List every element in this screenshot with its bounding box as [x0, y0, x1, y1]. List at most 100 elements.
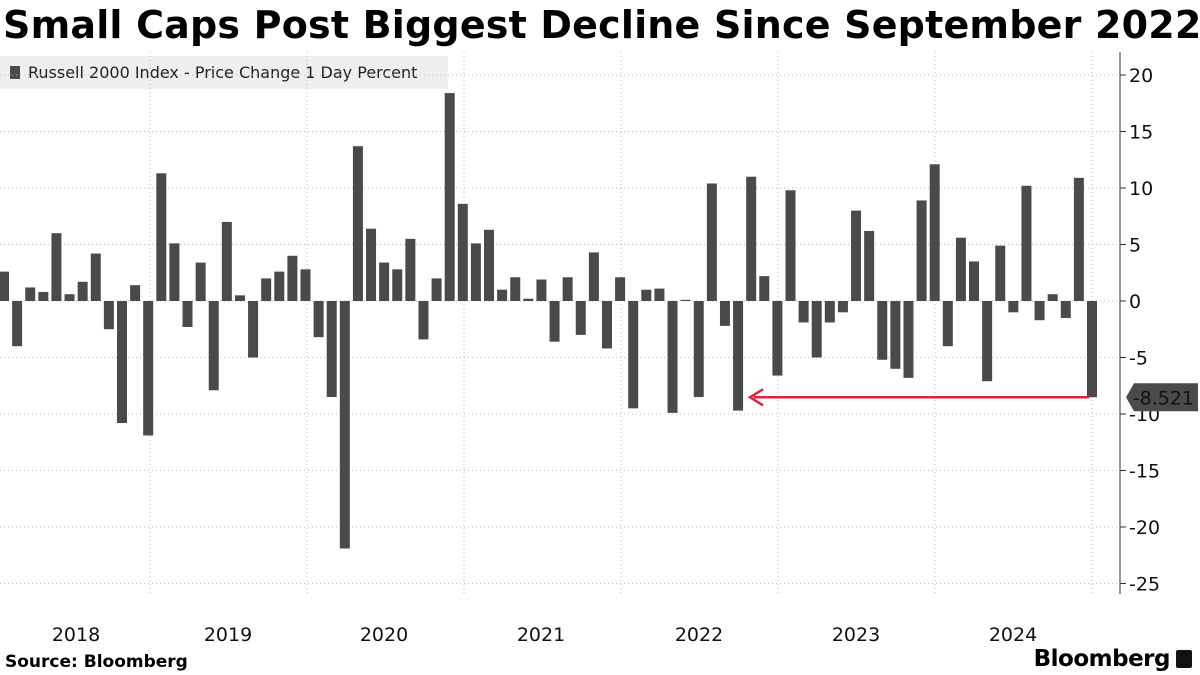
bar [234, 295, 245, 301]
brand-name: Bloomberg [1033, 646, 1171, 672]
bar [588, 252, 599, 301]
bar [719, 301, 730, 326]
bar [143, 301, 154, 436]
bar [352, 146, 363, 301]
annotations: -8.521 [747, 383, 1198, 412]
terminal-icon [1176, 650, 1192, 668]
x-tick-label: 2018 [52, 624, 100, 646]
bar [1087, 301, 1097, 398]
bar [208, 301, 219, 391]
brand-logo: Bloomberg [1034, 646, 1192, 672]
legend-swatch [10, 66, 20, 79]
bar [77, 281, 88, 301]
bar [457, 203, 468, 301]
x-tick-label: 2021 [517, 624, 565, 646]
bar [890, 301, 901, 369]
bar [706, 183, 717, 301]
bar [470, 243, 481, 301]
bar [366, 228, 377, 301]
source-note: Source: Bloomberg [5, 652, 188, 672]
bar [169, 243, 180, 301]
bar [864, 230, 875, 301]
bar [510, 277, 521, 301]
bar [497, 289, 508, 301]
bar [1008, 301, 1019, 313]
x-tick-label: 2023 [832, 624, 880, 646]
bar [156, 173, 167, 301]
bar [379, 262, 390, 301]
bar [261, 278, 272, 301]
bar [628, 301, 639, 409]
bar [25, 287, 36, 301]
bar [562, 277, 573, 301]
bar [130, 285, 141, 301]
bar [313, 301, 324, 338]
bar [654, 288, 665, 301]
y-tick-label: -15 [1129, 461, 1160, 483]
bar [693, 301, 704, 398]
bar [615, 277, 626, 301]
bar [798, 301, 809, 323]
bar [929, 164, 940, 301]
bar [746, 176, 757, 301]
bar [248, 301, 259, 358]
bar [877, 301, 888, 360]
legend: Russell 2000 Index - Price Change 1 Day … [0, 56, 448, 89]
x-tick-label: 2019 [204, 624, 252, 646]
bars [0, 93, 1097, 549]
bar [182, 301, 193, 327]
bar [549, 301, 560, 342]
gridlines [0, 52, 1120, 594]
chart-title: Small Caps Post Biggest Decline Since Se… [3, 3, 1200, 47]
y-tick-label: -5 [1129, 348, 1148, 370]
bar [103, 301, 114, 330]
bar [405, 238, 416, 301]
bar [641, 289, 652, 301]
bar [64, 294, 75, 301]
y-tick-label: 20 [1129, 65, 1153, 87]
bar [444, 93, 455, 301]
bar [916, 200, 927, 301]
bar [1047, 294, 1058, 301]
bar [536, 279, 547, 301]
bar [392, 269, 403, 301]
bar [38, 291, 49, 301]
bar [969, 261, 980, 301]
bar [116, 301, 127, 424]
bar [326, 301, 337, 398]
y-tick-label: 5 [1129, 235, 1141, 257]
bar [837, 301, 848, 313]
x-tick-label: 2022 [675, 624, 723, 646]
bar [575, 301, 586, 335]
bar [287, 255, 298, 301]
legend-label: Russell 2000 Index - Price Change 1 Day … [28, 63, 418, 82]
bar [221, 221, 232, 301]
bar [195, 262, 206, 301]
bar [339, 301, 350, 549]
bar [431, 278, 442, 301]
bar [484, 229, 495, 301]
bar [759, 276, 770, 301]
bar [0, 271, 9, 301]
bar [995, 245, 1006, 301]
bar [942, 301, 953, 347]
bar [90, 253, 101, 301]
bar [51, 233, 62, 301]
bar [851, 210, 862, 301]
x-tick-label: 2020 [360, 624, 408, 646]
bar [982, 301, 993, 382]
bar [1073, 177, 1084, 301]
bar [785, 190, 796, 301]
y-tick-label: -20 [1129, 517, 1160, 539]
y-tick-label: 10 [1129, 178, 1153, 200]
bar [811, 301, 822, 358]
y-tick-label: 15 [1129, 122, 1153, 144]
y-tick-label: -25 [1129, 574, 1160, 596]
bar [523, 298, 534, 301]
bar [667, 301, 678, 413]
y-tick-label: 0 [1129, 291, 1141, 313]
x-axis: 2018 2019 2020 2021 2022 2023 2024 [52, 624, 1037, 646]
bar [955, 237, 966, 301]
